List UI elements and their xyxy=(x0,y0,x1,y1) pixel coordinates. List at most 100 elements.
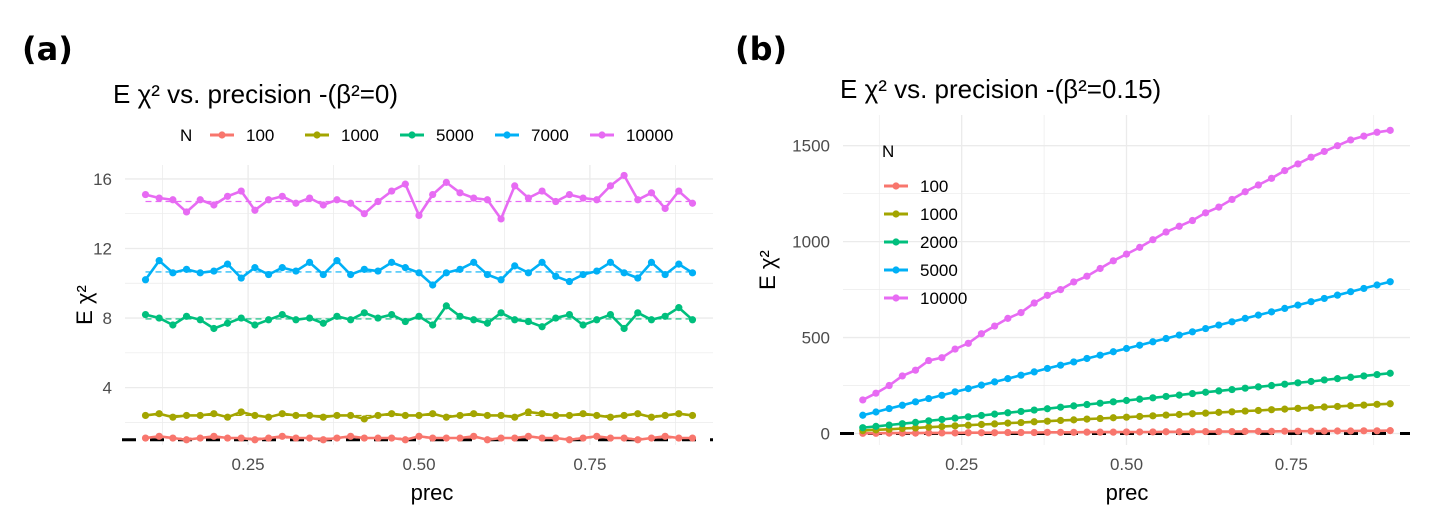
data-point xyxy=(991,410,999,418)
data-point xyxy=(565,436,574,444)
data-point xyxy=(1175,428,1183,436)
data-point xyxy=(141,276,150,284)
data-point xyxy=(497,434,505,442)
data-point xyxy=(483,319,491,327)
data-point xyxy=(415,432,423,440)
data-point xyxy=(155,257,163,265)
data-point xyxy=(1188,328,1197,336)
data-point xyxy=(634,309,642,317)
data-point xyxy=(429,281,437,289)
data-point xyxy=(1030,406,1038,414)
data-point xyxy=(483,411,491,420)
data-point xyxy=(1386,278,1394,286)
data-point xyxy=(1320,403,1328,411)
data-point xyxy=(333,312,341,320)
data-point xyxy=(1347,427,1355,435)
data-point xyxy=(634,274,642,282)
data-point xyxy=(688,411,697,420)
data-point xyxy=(925,356,933,365)
data-point xyxy=(1386,369,1394,377)
data-point xyxy=(1228,427,1236,436)
data-point xyxy=(1228,195,1236,204)
data-point xyxy=(1215,427,1223,436)
data-point xyxy=(565,310,574,319)
data-point xyxy=(1360,372,1368,380)
data-point xyxy=(538,434,546,442)
data-point xyxy=(155,314,163,322)
data-point xyxy=(1070,358,1078,366)
data-point xyxy=(251,206,259,214)
data-point xyxy=(1162,392,1170,401)
data-point xyxy=(442,413,450,421)
data-point xyxy=(497,411,505,420)
data-point xyxy=(1175,391,1183,399)
data-point xyxy=(1149,338,1157,346)
data-point xyxy=(1175,222,1183,230)
data-point xyxy=(264,413,273,421)
data-point xyxy=(1386,400,1394,408)
x-axis-label-b: prec xyxy=(1106,480,1149,505)
legend-item: 100 xyxy=(210,126,274,145)
panel-a: (a) E χ² vs. precision -(β²=0) prec E χ²… xyxy=(22,30,713,505)
legend-label: 1000 xyxy=(920,205,958,224)
data-point xyxy=(210,432,218,440)
data-point xyxy=(401,317,409,326)
data-point xyxy=(951,429,959,437)
data-point xyxy=(911,429,920,437)
series-100 xyxy=(859,427,1394,437)
data-point xyxy=(1096,414,1104,423)
data-point xyxy=(1162,228,1170,236)
data-point xyxy=(333,434,341,442)
data-point xyxy=(647,434,656,442)
data-point xyxy=(1294,404,1302,412)
data-point xyxy=(442,178,450,186)
data-point xyxy=(1320,427,1328,435)
data-point xyxy=(456,265,464,273)
data-point xyxy=(237,408,245,416)
data-point xyxy=(278,410,286,418)
data-point xyxy=(278,192,286,200)
data-point xyxy=(964,339,972,347)
data-point xyxy=(306,411,314,420)
data-point xyxy=(1294,379,1302,387)
data-point xyxy=(1188,216,1197,225)
data-point xyxy=(155,432,163,440)
data-point xyxy=(360,309,368,317)
data-point xyxy=(1030,428,1038,437)
data-point xyxy=(938,354,946,362)
data-point xyxy=(306,258,314,266)
data-point xyxy=(1333,402,1342,411)
data-point xyxy=(579,321,587,329)
data-point xyxy=(579,194,587,202)
data-point xyxy=(1333,142,1342,150)
data-point xyxy=(620,324,628,333)
legend-item: 5000 xyxy=(884,261,958,280)
data-point xyxy=(872,422,880,430)
data-point xyxy=(347,270,355,279)
data-point xyxy=(401,180,409,188)
data-point xyxy=(1056,285,1065,294)
legend-label: 10000 xyxy=(920,289,967,308)
data-point xyxy=(470,410,478,418)
legend-item: 5000 xyxy=(400,126,474,145)
data-point xyxy=(552,411,560,420)
data-point xyxy=(620,411,628,420)
data-point xyxy=(1056,361,1065,369)
data-point xyxy=(859,396,867,404)
data-point xyxy=(1254,181,1262,189)
x-tick-label: 0.25 xyxy=(232,455,265,474)
data-point xyxy=(374,197,382,206)
legend-key-point xyxy=(892,266,900,274)
data-point xyxy=(292,411,300,420)
data-point xyxy=(661,312,669,320)
data-point xyxy=(388,310,396,319)
data-point xyxy=(647,189,656,197)
data-point xyxy=(964,413,972,421)
data-point xyxy=(1122,413,1131,421)
data-point xyxy=(1136,412,1144,421)
data-point xyxy=(1307,377,1315,386)
data-point xyxy=(1149,236,1157,244)
data-point xyxy=(319,319,327,327)
data-point xyxy=(223,434,232,442)
data-point xyxy=(264,316,273,324)
